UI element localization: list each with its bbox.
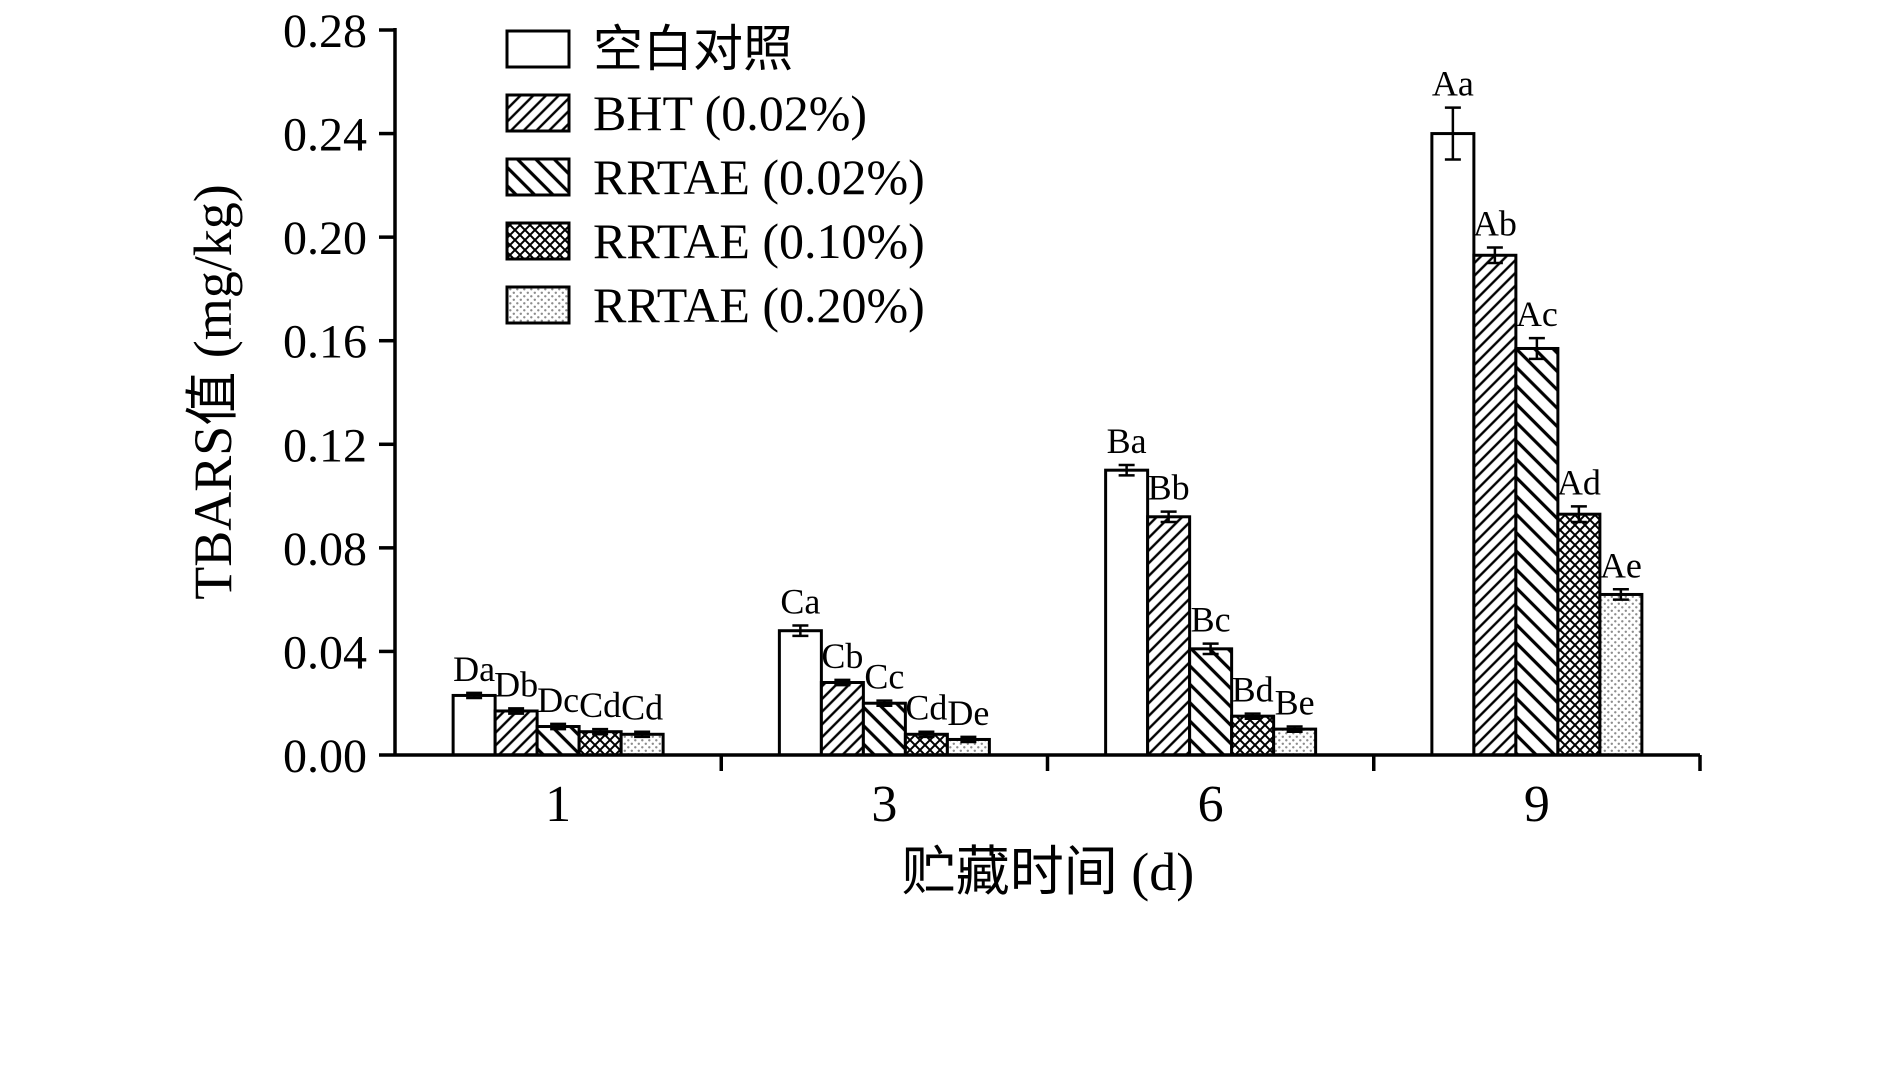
legend-swatch-icon: [505, 29, 571, 69]
y-tick-label: 0.00: [283, 730, 367, 783]
legend-swatch-icon: [505, 221, 571, 261]
bar-series1-cat3: [777, 629, 823, 757]
y-tick-label: 0.12: [283, 419, 367, 472]
bar-series4-cat6: [1230, 714, 1276, 757]
legend-label: 空白对照: [593, 21, 793, 77]
legend-label: BHT (0.02%): [593, 85, 868, 141]
legend-swatch-icon: [505, 285, 571, 325]
x-tick-label: 9: [1524, 776, 1550, 833]
significance-label: Cd: [579, 685, 621, 725]
bar-series2-cat1: [493, 709, 539, 757]
significance-label: Dc: [537, 680, 579, 720]
significance-label: De: [947, 693, 989, 733]
bar-series1-cat6: [1104, 468, 1150, 757]
significance-label: Ac: [1516, 294, 1558, 334]
legend-item-5: RRTAE (0.20%): [505, 278, 925, 332]
y-tick-label: 0.16: [283, 316, 367, 369]
bar-series3-cat3: [861, 701, 907, 757]
bar-series3-cat9: [1514, 346, 1560, 757]
significance-label: Db: [494, 664, 538, 704]
significance-label: Aa: [1432, 64, 1474, 104]
bar-series2-cat3: [819, 681, 865, 757]
legend-swatch-icon: [505, 157, 571, 197]
significance-label: Bd: [1232, 670, 1274, 710]
significance-label: Bc: [1191, 600, 1231, 640]
y-tick-label: 0.24: [283, 109, 367, 162]
x-axis-title: 贮藏时间 (d): [901, 842, 1195, 902]
significance-label: Bb: [1148, 468, 1190, 508]
significance-label: Cd: [621, 688, 663, 728]
legend-item-2: BHT (0.02%): [505, 86, 925, 140]
bar-series2-cat6: [1146, 515, 1192, 757]
legend: 空白对照 BHT (0.02%) RRTAE (0.02%) RRTAE (0.10%…: [505, 22, 925, 332]
legend-swatch-icon: [505, 93, 571, 133]
bar-series4-cat9: [1556, 512, 1602, 757]
bar-series5-cat6: [1272, 727, 1318, 757]
bar-series3-cat1: [535, 725, 581, 757]
x-tick-label: 1: [545, 776, 571, 833]
x-tick-label: 6: [1198, 776, 1224, 833]
y-tick-label: 0.28: [283, 5, 367, 58]
legend-item-3: RRTAE (0.02%): [505, 150, 925, 204]
y-tick-label: 0.20: [283, 212, 367, 265]
significance-label: Cc: [864, 657, 904, 697]
significance-label: Ad: [1557, 462, 1601, 502]
bar-series2-cat9: [1472, 253, 1518, 757]
significance-label: Ca: [780, 582, 820, 622]
y-tick-label: 0.08: [283, 523, 367, 576]
significance-label: Ab: [1473, 204, 1517, 244]
legend-item-4: RRTAE (0.10%): [505, 214, 925, 268]
significance-label: Cb: [821, 636, 863, 676]
bar-series3-cat6: [1188, 647, 1234, 757]
y-tick-label: 0.04: [283, 626, 367, 679]
bar-series1-cat1: [451, 693, 497, 757]
legend-item-1: 空白对照: [505, 22, 925, 76]
legend-label: RRTAE (0.10%): [593, 213, 925, 269]
significance-label: Ae: [1600, 545, 1642, 585]
significance-label: Cd: [905, 688, 947, 728]
bar-series1-cat9: [1430, 132, 1476, 757]
bar-series5-cat9: [1598, 592, 1644, 757]
significance-label: Da: [453, 649, 495, 689]
y-axis-title: TBARS值 (mg/kg): [183, 184, 243, 600]
legend-label: RRTAE (0.20%): [593, 277, 925, 333]
x-tick-label: 3: [871, 776, 897, 833]
significance-label: Be: [1275, 683, 1315, 723]
legend-label: RRTAE (0.02%): [593, 149, 925, 205]
significance-label: Ba: [1107, 421, 1147, 461]
